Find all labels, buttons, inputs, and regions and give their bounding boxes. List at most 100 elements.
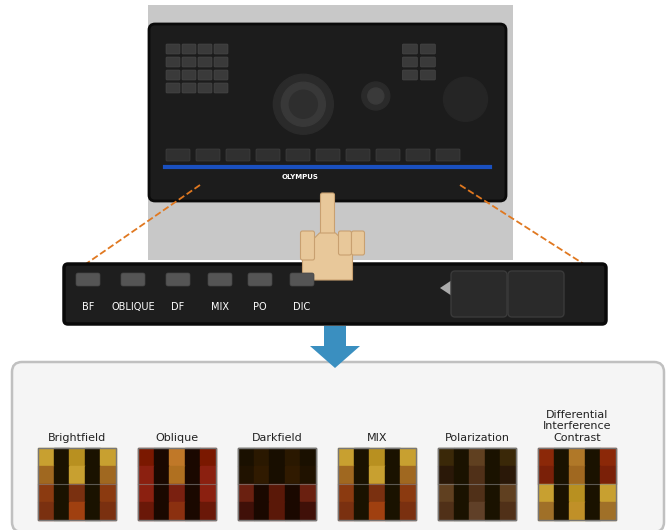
Bar bbox=[401, 502, 416, 520]
Bar bbox=[85, 502, 100, 520]
Bar bbox=[85, 484, 100, 502]
FancyBboxPatch shape bbox=[166, 273, 190, 286]
Bar bbox=[338, 484, 354, 502]
Bar bbox=[485, 484, 500, 502]
Bar bbox=[170, 466, 185, 484]
Bar bbox=[69, 484, 85, 502]
FancyBboxPatch shape bbox=[420, 57, 436, 67]
Bar bbox=[600, 484, 616, 502]
Text: Oblique: Oblique bbox=[155, 433, 198, 443]
Bar bbox=[300, 466, 316, 484]
Bar bbox=[170, 448, 185, 466]
Bar bbox=[153, 484, 170, 502]
Bar bbox=[469, 484, 485, 502]
Bar bbox=[269, 484, 285, 502]
Bar bbox=[385, 466, 401, 484]
Bar bbox=[285, 448, 300, 466]
Bar bbox=[153, 502, 170, 520]
Bar bbox=[185, 484, 200, 502]
FancyBboxPatch shape bbox=[376, 149, 400, 161]
FancyBboxPatch shape bbox=[182, 83, 196, 93]
Bar bbox=[100, 484, 116, 502]
Bar bbox=[238, 448, 316, 520]
Bar bbox=[100, 466, 116, 484]
Bar bbox=[570, 466, 585, 484]
Polygon shape bbox=[302, 233, 352, 280]
Bar bbox=[138, 466, 153, 484]
FancyBboxPatch shape bbox=[198, 44, 212, 54]
Circle shape bbox=[289, 90, 318, 118]
FancyBboxPatch shape bbox=[64, 264, 606, 324]
Bar bbox=[600, 466, 616, 484]
Text: DIC: DIC bbox=[293, 302, 311, 312]
FancyBboxPatch shape bbox=[316, 149, 340, 161]
Bar bbox=[69, 502, 85, 520]
FancyBboxPatch shape bbox=[346, 149, 370, 161]
Bar bbox=[500, 484, 516, 502]
FancyBboxPatch shape bbox=[182, 57, 196, 67]
Bar bbox=[600, 502, 616, 520]
FancyBboxPatch shape bbox=[214, 44, 228, 54]
FancyBboxPatch shape bbox=[320, 193, 334, 237]
Circle shape bbox=[444, 77, 488, 121]
Bar bbox=[170, 502, 185, 520]
FancyBboxPatch shape bbox=[214, 57, 228, 67]
FancyBboxPatch shape bbox=[198, 83, 212, 93]
FancyBboxPatch shape bbox=[76, 273, 100, 286]
Bar bbox=[254, 484, 269, 502]
Bar bbox=[469, 466, 485, 484]
Bar bbox=[200, 466, 216, 484]
FancyBboxPatch shape bbox=[403, 57, 417, 67]
Bar bbox=[200, 448, 216, 466]
Text: Brightfield: Brightfield bbox=[48, 433, 106, 443]
Text: DF: DF bbox=[172, 302, 185, 312]
Bar bbox=[454, 466, 469, 484]
Bar bbox=[338, 448, 416, 520]
Bar bbox=[485, 502, 500, 520]
Bar bbox=[138, 448, 153, 466]
Bar bbox=[585, 502, 600, 520]
Text: Differential
Interference
Contrast: Differential Interference Contrast bbox=[543, 410, 611, 443]
Bar bbox=[538, 502, 553, 520]
Bar bbox=[338, 502, 354, 520]
FancyBboxPatch shape bbox=[286, 149, 310, 161]
FancyBboxPatch shape bbox=[196, 149, 220, 161]
FancyBboxPatch shape bbox=[166, 149, 190, 161]
Bar bbox=[254, 502, 269, 520]
Bar bbox=[570, 484, 585, 502]
Bar bbox=[254, 466, 269, 484]
Bar bbox=[269, 466, 285, 484]
Bar bbox=[500, 448, 516, 466]
Circle shape bbox=[362, 82, 390, 110]
Bar bbox=[401, 484, 416, 502]
FancyBboxPatch shape bbox=[226, 149, 250, 161]
Bar bbox=[570, 502, 585, 520]
FancyBboxPatch shape bbox=[301, 231, 314, 260]
FancyBboxPatch shape bbox=[12, 362, 664, 530]
Text: PO: PO bbox=[253, 302, 267, 312]
Bar bbox=[54, 448, 69, 466]
Bar bbox=[585, 448, 600, 466]
Text: MIX: MIX bbox=[366, 433, 387, 443]
Text: MIX: MIX bbox=[211, 302, 229, 312]
Polygon shape bbox=[440, 278, 455, 298]
Bar bbox=[538, 448, 553, 466]
FancyBboxPatch shape bbox=[338, 231, 352, 255]
Bar bbox=[153, 466, 170, 484]
Bar bbox=[200, 484, 216, 502]
Bar bbox=[538, 448, 616, 520]
Bar bbox=[354, 466, 369, 484]
Bar bbox=[600, 448, 616, 466]
FancyBboxPatch shape bbox=[166, 70, 180, 80]
Bar bbox=[401, 466, 416, 484]
FancyBboxPatch shape bbox=[214, 70, 228, 80]
Bar bbox=[238, 448, 254, 466]
FancyBboxPatch shape bbox=[290, 273, 314, 286]
Bar bbox=[338, 448, 354, 466]
Bar bbox=[553, 484, 570, 502]
Bar bbox=[454, 484, 469, 502]
FancyBboxPatch shape bbox=[436, 149, 460, 161]
FancyBboxPatch shape bbox=[208, 273, 232, 286]
Text: OBLIQUE: OBLIQUE bbox=[111, 302, 155, 312]
Bar bbox=[354, 502, 369, 520]
